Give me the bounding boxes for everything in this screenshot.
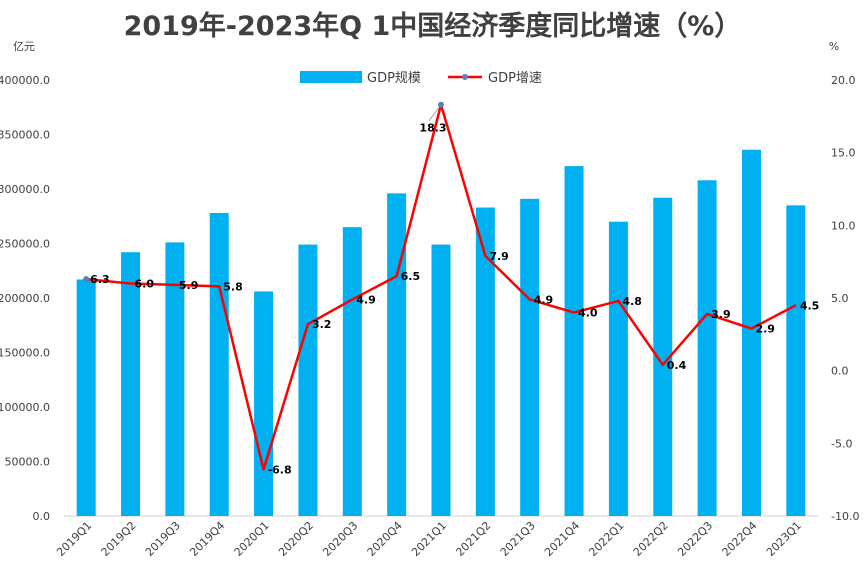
x-tick-label: 2022Q4 <box>720 519 760 559</box>
gdp-bar <box>741 149 761 516</box>
right-tick-label: 15.0 <box>831 147 856 160</box>
gdp-bar <box>697 180 717 516</box>
growth-data-label: 6.5 <box>401 270 421 283</box>
x-tick-label: 2022Q3 <box>675 519 715 559</box>
gdp-bar <box>76 279 96 516</box>
x-tick-label: 2019Q3 <box>143 519 183 559</box>
chart-title: 2019年-2023年Q 1中国经济季度同比增速（%） <box>123 11 742 42</box>
legend-line-marker <box>462 74 468 80</box>
left-tick-label: 100000.0 <box>0 401 50 414</box>
gdp-bar <box>608 221 628 516</box>
gdp-bar <box>475 207 495 516</box>
right-tick-label: 5.0 <box>831 292 849 305</box>
x-tick-label: 2021Q2 <box>453 519 493 559</box>
left-tick-label: 50000.0 <box>5 456 51 469</box>
gdp-bar <box>165 242 185 516</box>
x-tick-label: 2022Q2 <box>631 519 671 559</box>
x-tick-label: 2019Q1 <box>54 519 94 559</box>
x-tick-label: 2019Q4 <box>187 519 227 559</box>
gdp-bar <box>786 205 806 516</box>
left-tick-label: 150000.0 <box>0 347 50 360</box>
x-tick-label: 2022Q1 <box>586 519 626 559</box>
growth-data-label: 4.9 <box>534 293 554 306</box>
left-tick-label: 0.0 <box>33 510 51 523</box>
left-tick-label: 200000.0 <box>0 292 50 305</box>
gdp-bar <box>298 244 318 516</box>
right-tick-label: -5.0 <box>831 437 852 450</box>
right-tick-label: 0.0 <box>831 365 849 378</box>
growth-marker <box>83 276 90 283</box>
growth-data-label: 3.2 <box>312 318 332 331</box>
x-tick-label: 2020Q4 <box>365 519 405 559</box>
right-tick-label: -10.0 <box>831 510 859 523</box>
x-tick-label: 2021Q1 <box>409 519 449 559</box>
growth-data-label: 3.9 <box>711 308 731 321</box>
left-tick-label: 250000.0 <box>0 238 50 251</box>
gdp-bar <box>653 197 673 516</box>
x-tick-label: 2020Q3 <box>320 519 360 559</box>
growth-data-label: 6.3 <box>90 273 110 286</box>
gdp-bar <box>121 252 141 516</box>
growth-data-label: -6.8 <box>268 463 292 476</box>
growth-data-label: 4.8 <box>622 295 642 308</box>
legend-line-label: GDP增速 <box>488 71 542 86</box>
gdp-bar <box>520 198 540 516</box>
x-tick-label: 2021Q3 <box>498 519 538 559</box>
growth-data-label: 6.0 <box>135 277 155 290</box>
left-tick-label: 350000.0 <box>0 129 50 142</box>
growth-data-label: 7.9 <box>489 250 509 263</box>
growth-data-label: 4.5 <box>800 299 820 312</box>
right-tick-label: 20.0 <box>831 74 856 87</box>
growth-data-label: 2.9 <box>755 323 775 336</box>
left-axis-unit: 亿元 <box>13 40 35 53</box>
x-tick-label: 2021Q4 <box>542 519 582 559</box>
x-tick-label: 2023Q1 <box>764 519 804 559</box>
legend-bar-swatch <box>300 71 362 83</box>
legend-bar-label: GDP规模 <box>367 71 421 86</box>
left-tick-label: 400000.0 <box>0 74 50 87</box>
x-tick-label: 2020Q1 <box>232 519 272 559</box>
peak-leader-line <box>428 104 442 121</box>
gdp-bar <box>564 166 584 517</box>
right-tick-label: 10.0 <box>831 219 856 232</box>
x-tick-label: 2019Q2 <box>99 519 139 559</box>
gdp-bar <box>387 193 407 517</box>
left-tick-label: 300000.0 <box>0 183 50 196</box>
growth-data-label: 5.8 <box>223 280 243 293</box>
growth-data-label: 18.3 <box>419 122 446 135</box>
gdp-bar <box>209 212 229 517</box>
right-axis-unit: % <box>829 40 839 53</box>
x-tick-label: 2020Q2 <box>276 519 316 559</box>
growth-data-label: 4.9 <box>356 293 376 306</box>
gdp-bar <box>342 227 362 516</box>
growth-data-label: 0.4 <box>667 359 687 372</box>
growth-data-label: 5.9 <box>179 279 199 292</box>
growth-data-label: 4.0 <box>578 307 598 320</box>
gdp-bar <box>254 291 274 516</box>
gdp-bar <box>431 244 451 516</box>
